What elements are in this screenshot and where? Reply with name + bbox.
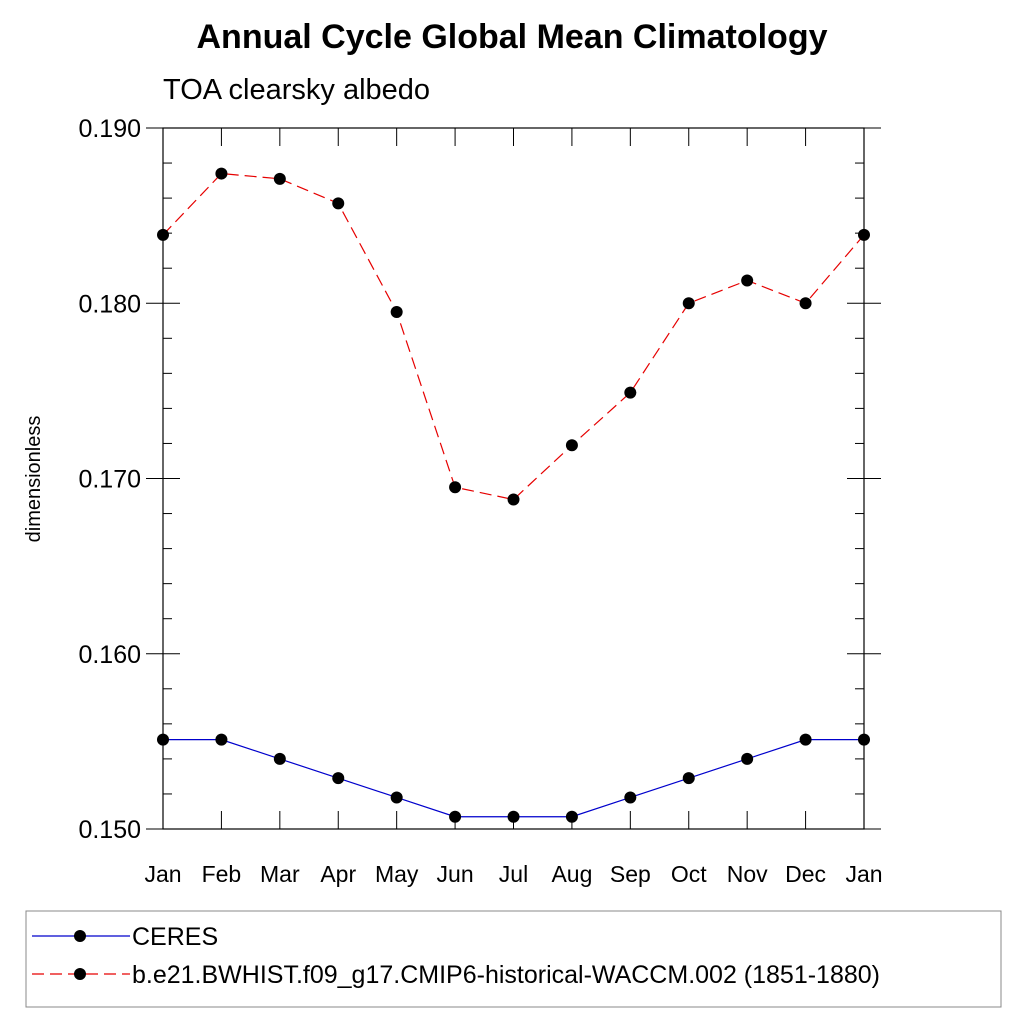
y-axis-ticks: 0.150 0.160 0.170 0.180 0.190 xyxy=(78,115,881,844)
data-point xyxy=(449,810,462,823)
x-tick-label: Mar xyxy=(260,861,300,887)
plot-axes xyxy=(162,127,865,830)
data-point xyxy=(624,386,637,399)
y-tick-label: 0.190 xyxy=(78,115,141,143)
data-point xyxy=(449,481,462,494)
data-point xyxy=(858,228,870,241)
legend-label-waccm: b.e21.BWHIST.f09_g17.CMIP6-historical-WA… xyxy=(132,961,880,989)
data-point xyxy=(799,297,812,310)
data-point xyxy=(390,791,403,804)
x-tick-label: Jul xyxy=(499,861,528,887)
data-point xyxy=(565,810,578,823)
data-point xyxy=(273,752,286,765)
data-point xyxy=(215,733,228,746)
legend-box xyxy=(25,910,1002,1008)
chart-subtitle: TOA clearsky albedo xyxy=(163,74,430,106)
x-tick-label: Feb xyxy=(202,861,242,887)
x-axis-ticks: Jan Feb Mar Apr May Jun Jul Aug Sep Oct Nov Dec Jan xyxy=(144,128,883,887)
data-point xyxy=(215,167,228,180)
data-point xyxy=(507,810,520,823)
x-tick-label: Nov xyxy=(727,861,768,887)
data-point xyxy=(799,733,812,746)
x-tick-label: Sep xyxy=(610,861,651,887)
legend-marker-ceres xyxy=(74,930,86,942)
data-point xyxy=(507,493,520,506)
x-tick-label: Jun xyxy=(437,861,474,887)
series-line-0 xyxy=(163,739,864,818)
legend: CERES b.e21.BWHIST.f09_g17.CMIP6-histori… xyxy=(25,910,1002,1008)
data-point xyxy=(565,439,578,452)
y-tick-label: 0.170 xyxy=(78,466,141,494)
data-point xyxy=(273,172,286,185)
series-layer xyxy=(157,167,870,823)
data-point xyxy=(741,274,754,287)
x-tick-label: Jan xyxy=(845,861,882,887)
x-tick-label: Oct xyxy=(671,861,707,887)
data-point xyxy=(157,733,169,746)
y-tick-label: 0.160 xyxy=(78,641,141,669)
data-point xyxy=(390,306,403,319)
data-point xyxy=(624,791,637,804)
data-point xyxy=(741,752,754,765)
x-tick-label: Apr xyxy=(320,861,356,887)
y-tick-label: 0.180 xyxy=(78,290,141,318)
data-point xyxy=(682,772,695,785)
y-tick-label: 0.150 xyxy=(78,816,141,844)
plot-frame xyxy=(162,127,865,830)
data-point xyxy=(858,733,870,746)
x-tick-label: Dec xyxy=(785,861,826,887)
data-point xyxy=(157,228,169,241)
legend-label-ceres: CERES xyxy=(132,923,218,951)
y-axis-label: dimensionless xyxy=(23,416,45,543)
data-point xyxy=(332,772,345,785)
x-tick-label: Jan xyxy=(144,861,181,887)
legend-marker-waccm xyxy=(74,968,86,980)
series-line-1 xyxy=(162,172,865,501)
data-point xyxy=(332,197,345,210)
data-point xyxy=(682,297,695,310)
chart-title: Annual Cycle Global Mean Climatology xyxy=(197,18,828,56)
x-tick-label: May xyxy=(375,861,419,887)
x-tick-label: Aug xyxy=(551,861,592,887)
